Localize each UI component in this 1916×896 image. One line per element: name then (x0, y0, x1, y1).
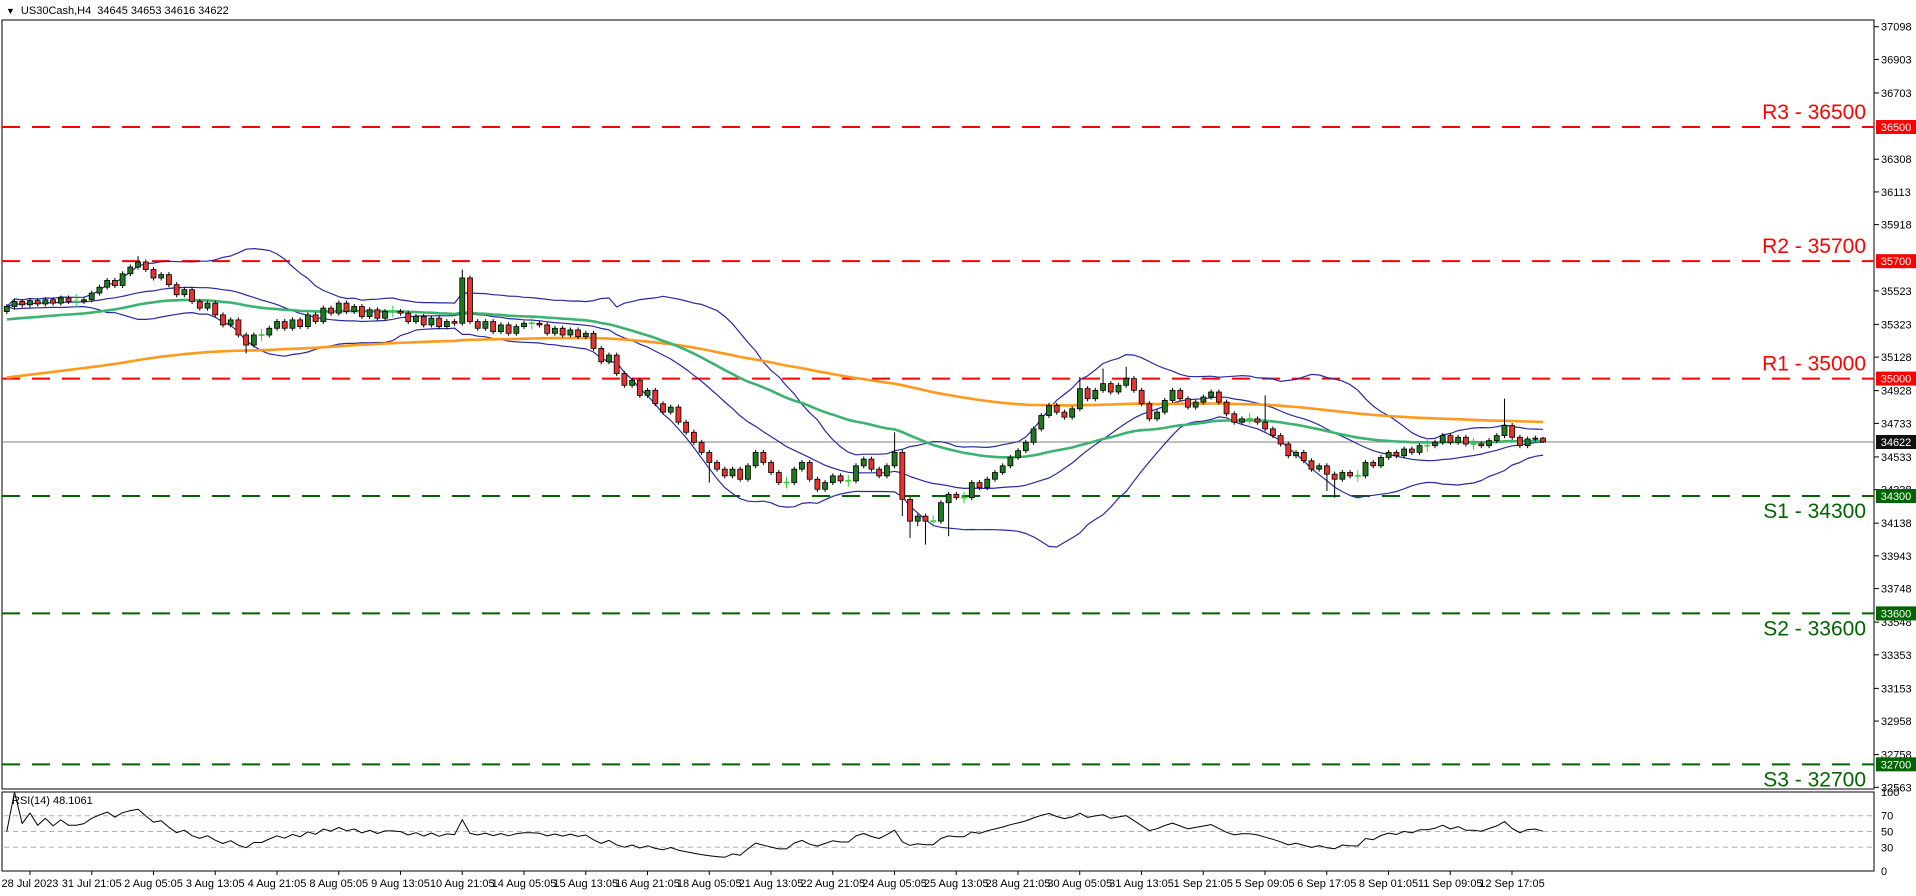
svg-text:33153: 33153 (1881, 683, 1912, 695)
svg-text:32700: 32700 (1881, 759, 1912, 771)
svg-text:32563: 32563 (1881, 782, 1912, 794)
svg-text:6 Sep 17:05: 6 Sep 17:05 (1297, 878, 1356, 890)
svg-text:33600: 33600 (1881, 608, 1912, 620)
svg-text:15 Aug 13:05: 15 Aug 13:05 (553, 878, 618, 890)
svg-text:4 Aug 21:05: 4 Aug 21:05 (248, 878, 307, 890)
bollinger-upper-line (6, 248, 1544, 456)
svg-text:33748: 33748 (1881, 584, 1912, 596)
svg-text:37098: 37098 (1881, 22, 1912, 34)
svg-text:36113: 36113 (1881, 187, 1911, 199)
svg-text:5 Sep 09:05: 5 Sep 09:05 (1235, 878, 1294, 890)
svg-text:22 Aug 21:05: 22 Aug 21:05 (800, 878, 865, 890)
svg-text:14 Aug 05:05: 14 Aug 05:05 (492, 878, 557, 890)
svg-text:35000: 35000 (1881, 374, 1912, 386)
svg-text:33943: 33943 (1881, 551, 1912, 563)
pivot-level-lines[interactable]: R3 - 36500 R2 - 35700 R1 - 35000 S1 - 34300… (2, 101, 1874, 791)
svg-text:21 Aug 13:05: 21 Aug 13:05 (739, 878, 804, 890)
svg-text:36500: 36500 (1881, 122, 1912, 134)
slow-ma-line (6, 336, 1544, 424)
svg-text:35128: 35128 (1881, 352, 1912, 364)
svg-text:10 Aug 21:05: 10 Aug 21:05 (430, 878, 495, 890)
svg-text:18 Aug 05:05: 18 Aug 05:05 (677, 878, 742, 890)
candles-group (3, 256, 1546, 545)
fast-ma-line (6, 298, 1544, 459)
svg-text:28 Jul 2023: 28 Jul 2023 (2, 878, 59, 890)
rsi-axis: 100 70 50 30 0 (1881, 787, 1899, 878)
level-label-r3: R3 - 36500 (1762, 101, 1866, 124)
svg-text:1 Sep 21:05: 1 Sep 21:05 (1174, 878, 1233, 890)
svg-text:34533: 34533 (1881, 452, 1912, 464)
svg-text:16 Aug 21:05: 16 Aug 21:05 (615, 878, 680, 890)
svg-text:30 Aug 05:05: 30 Aug 05:05 (1047, 878, 1112, 890)
svg-text:35523: 35523 (1881, 286, 1912, 298)
svg-text:11 Sep 09:05: 11 Sep 09:05 (1418, 878, 1483, 890)
svg-text:35700: 35700 (1881, 256, 1912, 268)
level-label-r1: R1 - 35000 (1762, 353, 1866, 376)
level-label-r2: R2 - 35700 (1762, 235, 1866, 258)
svg-text:36703: 36703 (1881, 88, 1912, 100)
chart-menu-icon[interactable]: ▼ (6, 6, 15, 16)
level-label-s3: S3 - 32700 (1763, 768, 1866, 791)
ohlc-readout: 34645 34653 34616 34622 (97, 5, 229, 17)
svg-text:31 Jul 21:05: 31 Jul 21:05 (62, 878, 122, 890)
svg-text:70: 70 (1881, 811, 1893, 823)
main-pane-border[interactable] (1, 19, 1875, 790)
svg-text:34928: 34928 (1881, 386, 1912, 398)
svg-text:9 Aug 13:05: 9 Aug 13:05 (371, 878, 430, 890)
svg-text:34733: 34733 (1881, 418, 1912, 430)
svg-text:12 Sep 17:05: 12 Sep 17:05 (1479, 878, 1544, 890)
svg-text:0: 0 (1881, 866, 1887, 878)
svg-text:8 Sep 01:05: 8 Sep 01:05 (1359, 878, 1418, 890)
level-label-s2: S2 - 33600 (1763, 617, 1866, 640)
svg-text:24 Aug 05:05: 24 Aug 05:05 (862, 878, 927, 890)
svg-text:2 Aug 05:05: 2 Aug 05:05 (124, 878, 183, 890)
bollinger-middle-line (6, 286, 1544, 490)
svg-text:8 Aug 05:05: 8 Aug 05:05 (309, 878, 368, 890)
svg-text:28 Aug 21:05: 28 Aug 21:05 (986, 878, 1051, 890)
title-bar: ▼ US30Cash,H4 34645 34653 34616 34622 (6, 3, 229, 19)
rsi-pane-border[interactable] (1, 791, 1875, 872)
svg-text:100: 100 (1881, 787, 1899, 799)
svg-text:50: 50 (1881, 827, 1893, 839)
svg-text:36308: 36308 (1881, 154, 1912, 166)
price-axis: 37098 36903 36703 36308 36113 35918 35523 35323… (1874, 22, 1912, 794)
time-axis: 28 Jul 2023 31 Jul 21:05 2 Aug 05:05 3 Aug … (2, 871, 1545, 890)
symbol-title: US30Cash,H4 (20, 5, 92, 17)
price-axis-markers: 36500 35700 35000 34300 33600 32700 34622 (1876, 120, 1916, 772)
rsi-line (6, 791, 1544, 858)
svg-text:25 Aug 13:05: 25 Aug 13:05 (924, 878, 989, 890)
svg-text:32958: 32958 (1881, 716, 1912, 728)
level-label-s1: S1 - 34300 (1763, 500, 1866, 523)
svg-text:34622: 34622 (1881, 437, 1912, 449)
svg-text:34300: 34300 (1881, 491, 1912, 503)
svg-text:36903: 36903 (1881, 54, 1912, 66)
rsi-gridlines (4, 815, 1873, 848)
svg-text:30: 30 (1881, 842, 1893, 854)
svg-text:33353: 33353 (1881, 650, 1912, 662)
svg-text:34138: 34138 (1881, 518, 1912, 530)
rsi-indicator-label: RSI(14) 48.1061 (12, 795, 93, 807)
svg-text:35918: 35918 (1881, 220, 1912, 232)
svg-text:35323: 35323 (1881, 319, 1912, 331)
svg-text:3 Aug 13:05: 3 Aug 13:05 (186, 878, 245, 890)
svg-text:31 Aug 13:05: 31 Aug 13:05 (1109, 878, 1174, 890)
